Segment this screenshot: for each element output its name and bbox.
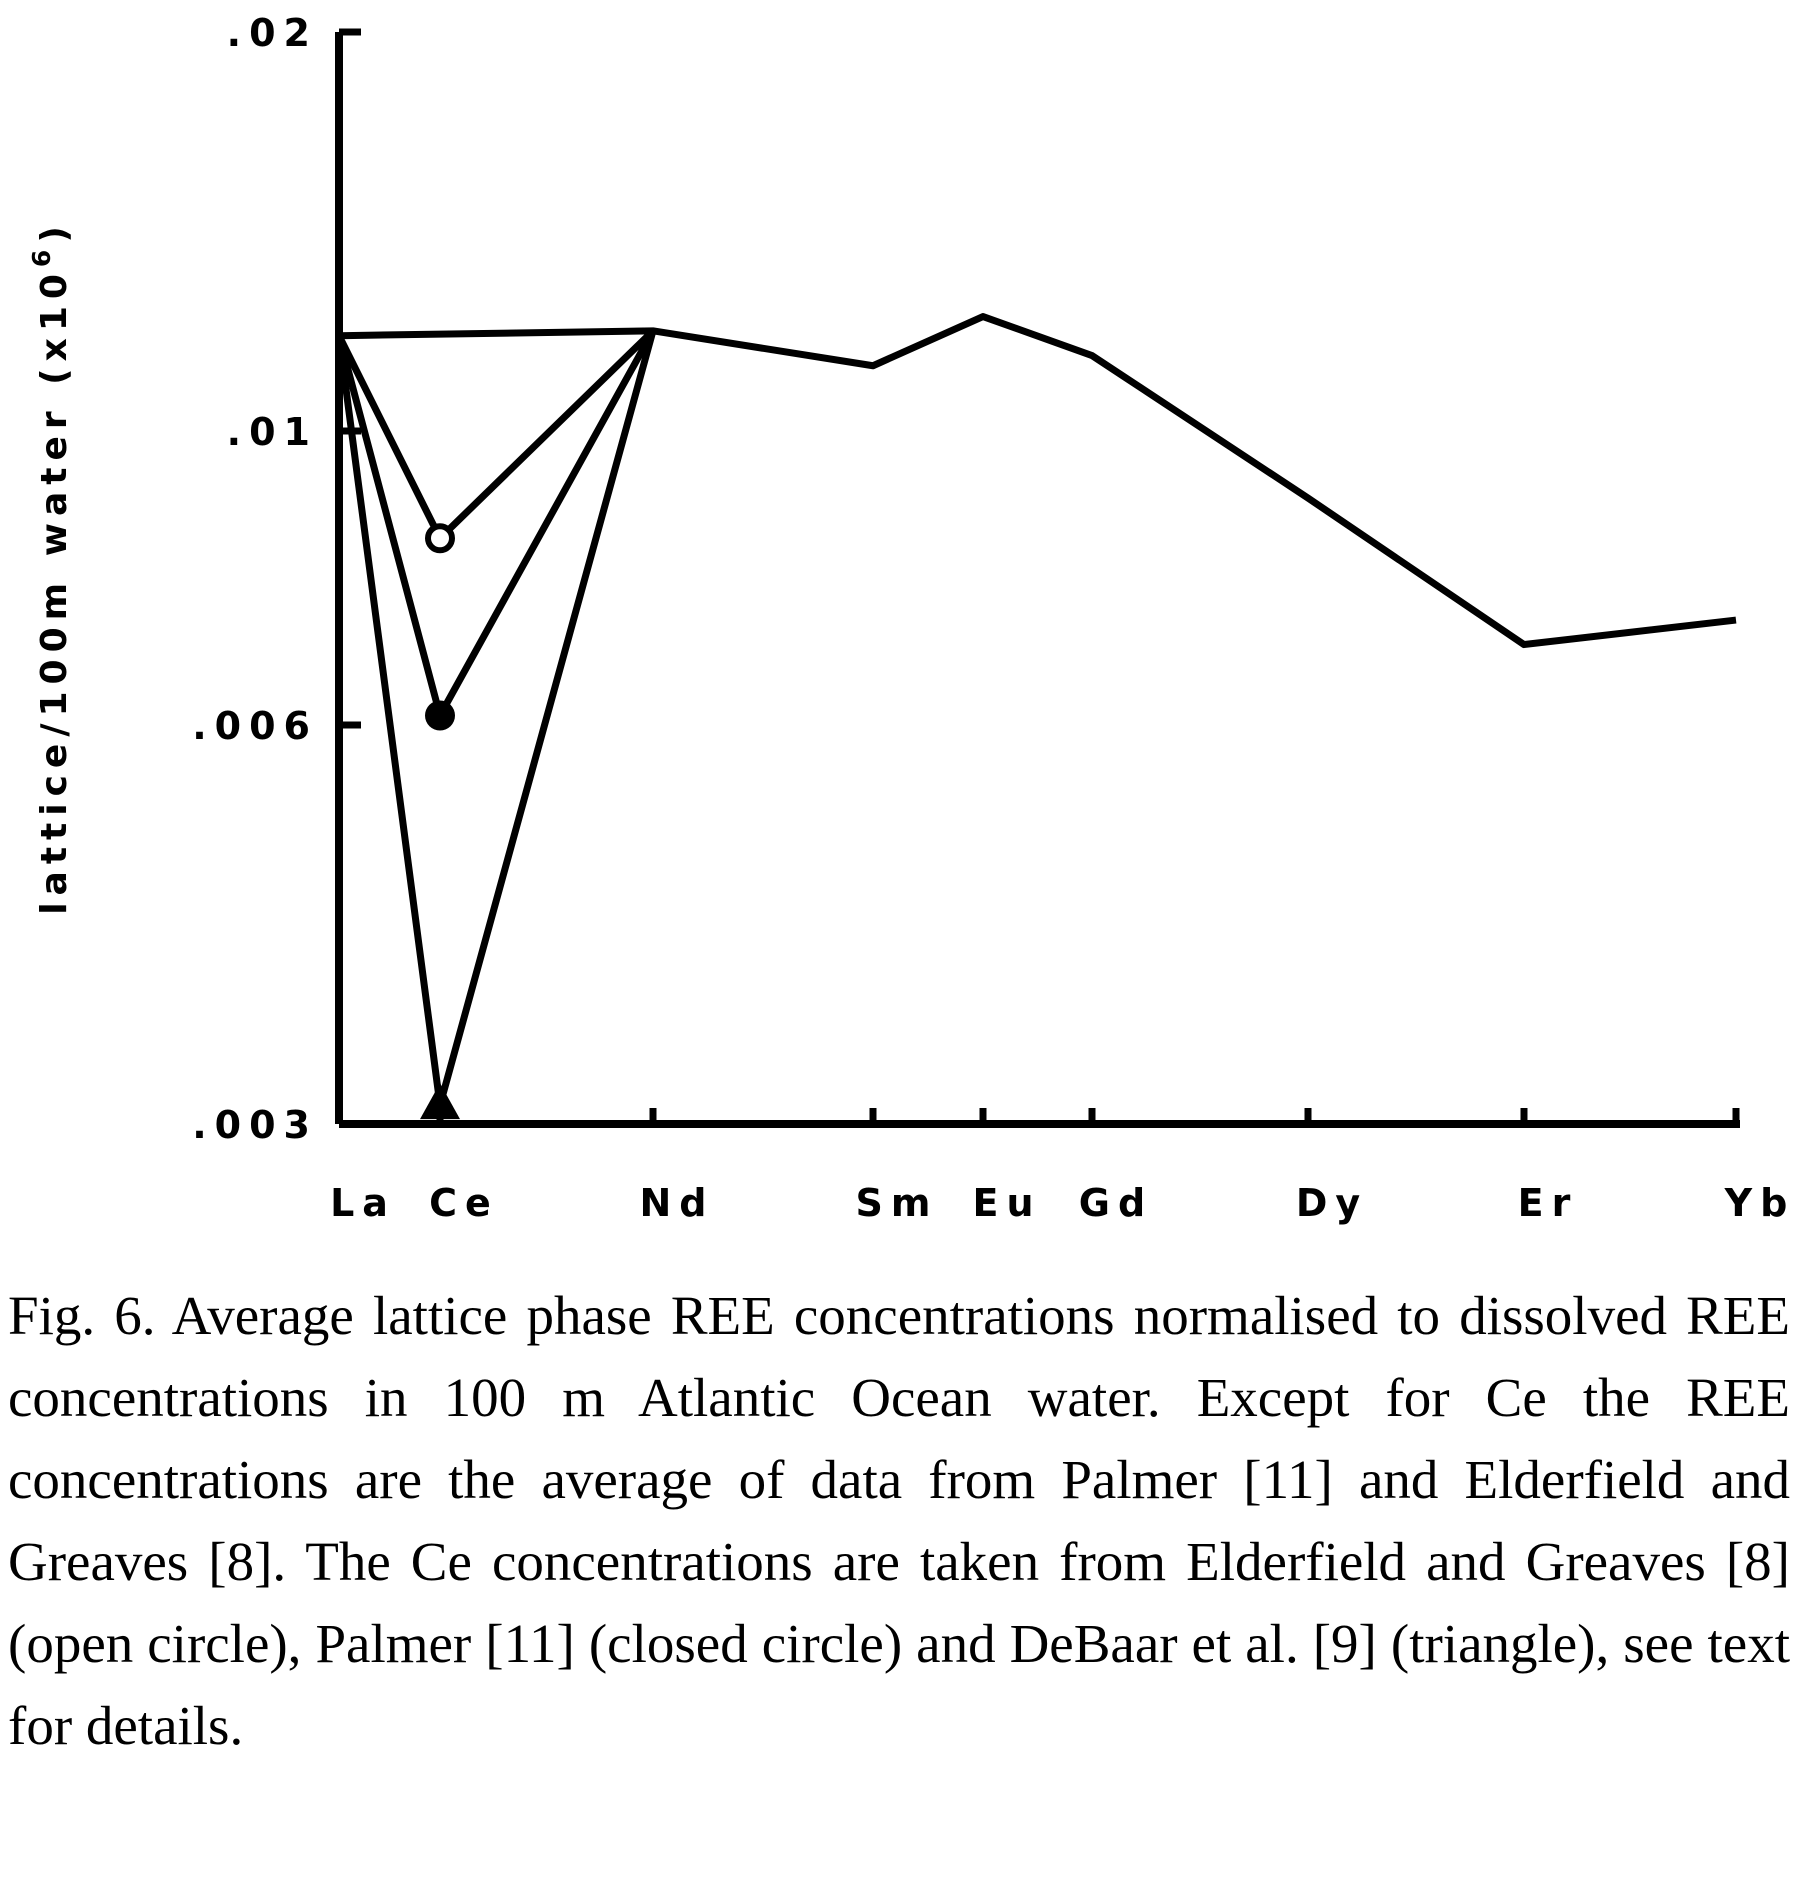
y-tick-label: .003 bbox=[192, 1103, 318, 1147]
ce-variant-line-closed-circle bbox=[335, 329, 657, 720]
x-tick-label: La bbox=[330, 1181, 396, 1225]
series-markers bbox=[420, 523, 460, 1120]
x-tick-label: Sm bbox=[856, 1181, 939, 1225]
y-tick-label: .01 bbox=[227, 410, 318, 454]
figure-caption: Fig. 6. Average lattice phase REE concen… bbox=[8, 1285, 1790, 1756]
ce-open-circle-marker bbox=[425, 523, 455, 554]
y-axis-title-close: ) bbox=[34, 219, 75, 242]
y-axis-title: lattice/100m water (x106) bbox=[27, 219, 75, 915]
y-axis-title-main: lattice/100m water (x10 bbox=[34, 267, 75, 915]
ce-variant-line-triangle bbox=[335, 329, 657, 1109]
ce-closed-circle-marker bbox=[425, 700, 455, 731]
series-lines bbox=[335, 313, 1737, 1109]
x-tick-label: Er bbox=[1518, 1181, 1579, 1225]
x-tick-label: Eu bbox=[972, 1181, 1041, 1225]
x-tick-label: Ce bbox=[429, 1181, 499, 1225]
x-tick-label: Yb bbox=[1724, 1181, 1796, 1225]
x-tick-label: Dy bbox=[1296, 1181, 1368, 1225]
ce-triangle-marker bbox=[420, 1083, 460, 1120]
y-ticks: .02 .01 .006 .003 bbox=[192, 11, 361, 1147]
y-axis-title-exponent: 6 bbox=[27, 243, 56, 267]
main-series-line bbox=[338, 313, 1737, 649]
y-tick-label: .006 bbox=[192, 704, 318, 748]
x-tick-label: Nd bbox=[639, 1181, 714, 1225]
chart-axes bbox=[335, 32, 1740, 1128]
x-tick-label: Gd bbox=[1079, 1181, 1153, 1225]
line-chart: .02 .01 .006 .003 La Ce Nd Sm Eu Gd Dy Er Yb lattic… bbox=[27, 11, 1796, 1225]
y-tick-label: .02 bbox=[227, 11, 318, 55]
